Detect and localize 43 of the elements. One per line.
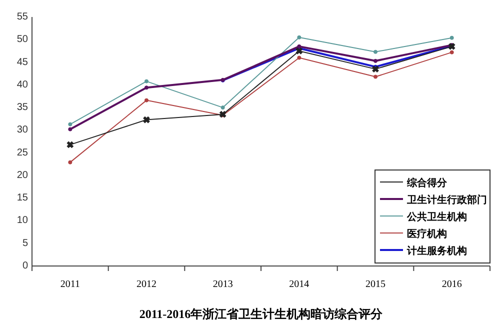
x-tick-label: 2014: [289, 279, 310, 290]
x-tick-label: 2013: [212, 279, 233, 290]
point: [450, 36, 454, 40]
point: [297, 35, 302, 40]
point: [297, 56, 302, 60]
text: 2011-2016年浙江省卫生计生机构暗访综合评分: [139, 307, 384, 321]
y-tick-label: 35: [16, 102, 28, 114]
point: [144, 98, 149, 102]
legend-label: 医疗机构: [407, 228, 447, 240]
point: [68, 127, 72, 132]
point: [450, 50, 454, 54]
y-tick-label: 20: [16, 170, 28, 181]
point: [373, 50, 378, 54]
point: [68, 160, 72, 164]
y-tick-label: 15: [16, 192, 28, 204]
point: [143, 116, 150, 124]
y-tick-label: 10: [16, 215, 28, 226]
point: [66, 141, 74, 148]
y-tick-label: 45: [16, 56, 28, 68]
point: [373, 58, 378, 63]
point: [296, 48, 303, 54]
x-tick-label: 2015: [366, 279, 386, 290]
y-tick-label: 50: [16, 34, 28, 46]
y-tick-label: 30: [16, 124, 28, 136]
point: [68, 122, 72, 126]
legend-label: 公共卫生机构: [406, 211, 467, 223]
point: [220, 106, 225, 110]
y-tick-label: 40: [16, 79, 28, 90]
point: [144, 86, 149, 90]
point: [219, 110, 226, 118]
legend-label: 计生服务机构: [406, 245, 467, 257]
legend-label: 卫生计生行政部门: [406, 194, 487, 206]
y-tick-label: 5: [22, 238, 28, 249]
y-tick-label: 55: [16, 12, 28, 22]
legend-label: 综合得分: [406, 177, 448, 189]
y-tick-label: 0: [22, 260, 28, 272]
point: [144, 79, 149, 84]
point: [372, 66, 379, 72]
y-tick-label: 25: [16, 147, 28, 158]
point: [373, 74, 378, 79]
x-tick-label: 2012: [136, 279, 156, 290]
x-tick-label: 2011: [60, 279, 80, 290]
x-tick-label: 2016: [442, 279, 462, 290]
